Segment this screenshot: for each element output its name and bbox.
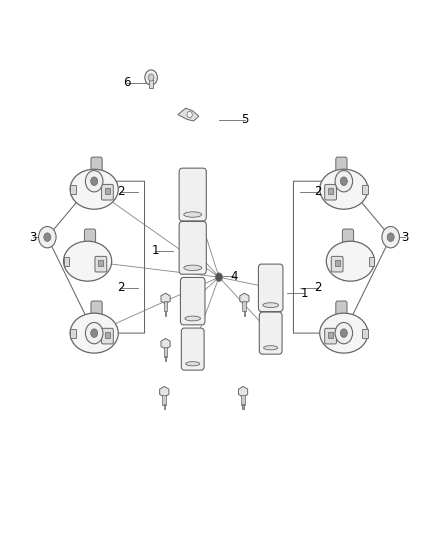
- Circle shape: [39, 227, 56, 248]
- Ellipse shape: [264, 346, 278, 350]
- Polygon shape: [161, 293, 170, 304]
- Text: 3: 3: [29, 231, 36, 244]
- Circle shape: [85, 171, 103, 192]
- FancyBboxPatch shape: [258, 264, 283, 311]
- Circle shape: [44, 233, 51, 241]
- Bar: [244, 311, 245, 316]
- Polygon shape: [240, 293, 249, 304]
- Bar: [163, 404, 165, 409]
- Bar: [105, 332, 110, 338]
- FancyBboxPatch shape: [179, 168, 206, 221]
- Circle shape: [85, 322, 103, 344]
- Circle shape: [148, 74, 154, 81]
- Circle shape: [335, 322, 353, 344]
- Text: 2: 2: [314, 281, 321, 294]
- Bar: [241, 394, 245, 405]
- Bar: [164, 347, 167, 357]
- FancyBboxPatch shape: [91, 301, 102, 318]
- Ellipse shape: [70, 169, 118, 209]
- Bar: [362, 329, 367, 337]
- FancyBboxPatch shape: [259, 312, 282, 354]
- Text: 2: 2: [314, 185, 321, 198]
- Bar: [335, 260, 339, 266]
- FancyBboxPatch shape: [102, 328, 113, 344]
- Polygon shape: [239, 386, 247, 397]
- FancyBboxPatch shape: [325, 184, 336, 200]
- FancyBboxPatch shape: [181, 328, 204, 370]
- FancyBboxPatch shape: [343, 229, 353, 246]
- FancyBboxPatch shape: [95, 256, 107, 272]
- FancyBboxPatch shape: [180, 277, 205, 325]
- Bar: [328, 188, 333, 194]
- Ellipse shape: [263, 303, 279, 308]
- Circle shape: [187, 111, 192, 118]
- Text: 4: 4: [230, 270, 238, 282]
- Bar: [99, 260, 103, 266]
- Circle shape: [382, 227, 399, 248]
- Ellipse shape: [184, 212, 201, 217]
- Circle shape: [91, 177, 98, 185]
- Ellipse shape: [186, 362, 200, 366]
- Bar: [369, 257, 374, 265]
- Polygon shape: [178, 108, 199, 121]
- Text: 3: 3: [402, 231, 409, 244]
- Bar: [362, 185, 367, 193]
- Ellipse shape: [320, 169, 368, 209]
- Bar: [71, 329, 76, 337]
- Polygon shape: [160, 386, 169, 397]
- Circle shape: [215, 273, 223, 281]
- Bar: [243, 302, 246, 311]
- FancyBboxPatch shape: [102, 184, 113, 200]
- FancyBboxPatch shape: [336, 301, 347, 318]
- FancyBboxPatch shape: [91, 157, 102, 174]
- Ellipse shape: [320, 313, 368, 353]
- Ellipse shape: [184, 265, 201, 271]
- Bar: [162, 394, 166, 405]
- Bar: [71, 185, 76, 193]
- Circle shape: [335, 171, 353, 192]
- Bar: [165, 356, 166, 361]
- Text: 1: 1: [300, 287, 308, 300]
- Bar: [165, 311, 166, 316]
- Ellipse shape: [326, 241, 374, 281]
- Text: 1: 1: [152, 244, 159, 257]
- Circle shape: [91, 329, 98, 337]
- Circle shape: [387, 233, 394, 241]
- FancyBboxPatch shape: [179, 222, 206, 274]
- Circle shape: [145, 70, 157, 85]
- Bar: [105, 188, 110, 194]
- Bar: [64, 257, 69, 265]
- Polygon shape: [161, 338, 170, 349]
- Ellipse shape: [64, 241, 112, 281]
- FancyBboxPatch shape: [331, 256, 343, 272]
- Circle shape: [340, 177, 347, 185]
- Circle shape: [340, 329, 347, 337]
- Bar: [164, 302, 167, 311]
- FancyBboxPatch shape: [336, 157, 347, 174]
- Text: 5: 5: [242, 114, 249, 126]
- Ellipse shape: [185, 316, 201, 321]
- Text: 6: 6: [123, 76, 131, 89]
- Bar: [328, 332, 333, 338]
- Ellipse shape: [70, 313, 118, 353]
- Bar: [242, 404, 244, 409]
- Text: 2: 2: [117, 185, 124, 198]
- FancyBboxPatch shape: [85, 229, 95, 246]
- Text: 2: 2: [117, 281, 124, 294]
- Bar: [149, 77, 153, 88]
- FancyBboxPatch shape: [325, 328, 336, 344]
